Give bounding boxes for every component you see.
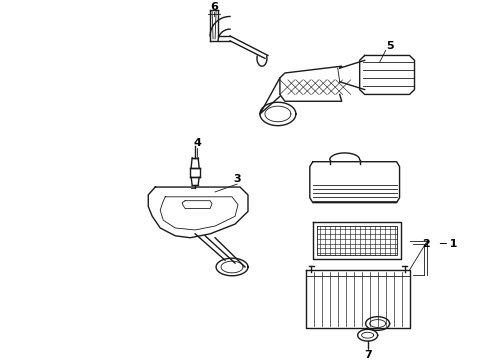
Text: 5: 5 [386,41,393,51]
Text: 3: 3 [233,174,241,184]
Text: 7: 7 [364,350,371,360]
Text: 4: 4 [193,138,201,148]
Text: 6: 6 [210,2,218,12]
Text: ─ 1: ─ 1 [440,239,458,249]
Text: 2: 2 [422,239,430,249]
